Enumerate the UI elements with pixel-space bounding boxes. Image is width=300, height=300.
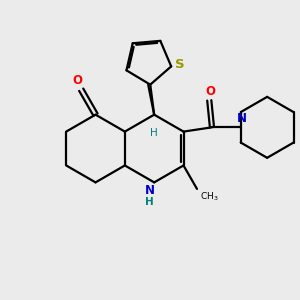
- Text: S: S: [175, 58, 184, 71]
- Text: N: N: [145, 184, 155, 197]
- Text: H: H: [146, 196, 154, 206]
- Text: O: O: [73, 74, 83, 87]
- Text: CH$_3$: CH$_3$: [200, 190, 219, 203]
- Text: N: N: [237, 112, 247, 125]
- Text: O: O: [206, 85, 216, 98]
- Text: H: H: [150, 128, 158, 138]
